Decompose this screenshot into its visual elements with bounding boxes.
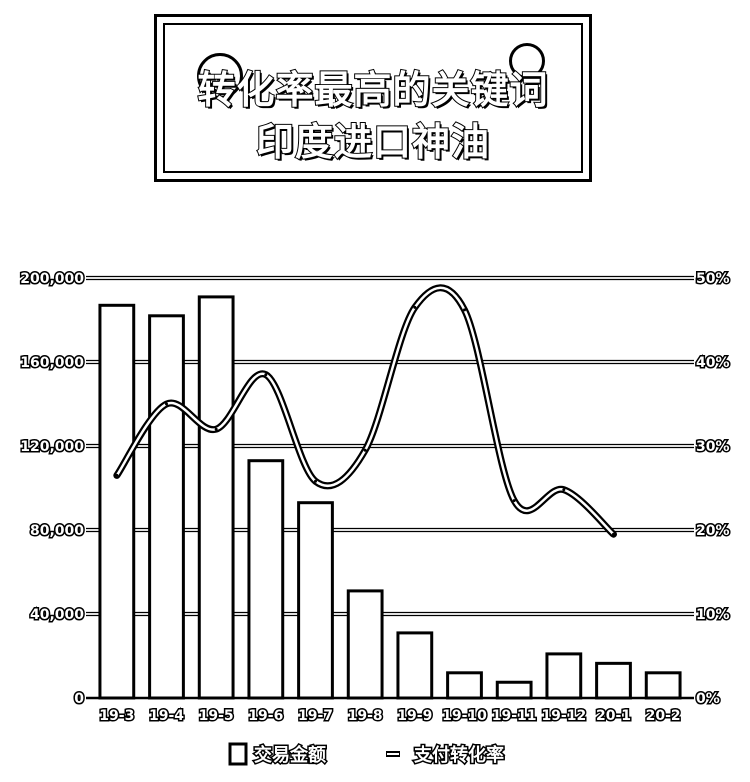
bar [644,671,682,700]
line-series-path [115,286,615,536]
title-decoration-circle [509,43,545,79]
bar [148,314,185,700]
title-box: 转化率最高的关键词 印度进口神油 [154,14,592,182]
x-tick-label: 19-8 [348,708,383,724]
x-tick-label: 19-5 [199,708,234,724]
chart-subtitle: 印度进口神油 [255,119,490,165]
bar [98,303,136,700]
line-series [113,284,617,538]
tick-labels: 0 40,000 80,000 120,000 160,000 200,000 0% 10% 2… [19,270,731,726]
y-left-tick-label: 120,000 [20,439,84,455]
line-outline [113,284,617,538]
bar [545,652,583,700]
x-tick-label: 19-3 [99,708,134,724]
x-tick-label: 19-12 [541,708,586,724]
y-left-tick-label: 160,000 [20,355,84,371]
line-point [612,532,615,536]
line-point [413,305,417,309]
y-right-tick-label: 40% [696,355,730,371]
x-tick-label: 19-11 [492,708,537,724]
line-point [314,479,317,483]
bar-series [98,295,682,700]
line-point [264,373,268,377]
y-left-tick-label: 0 [74,691,84,707]
line-point [512,499,516,503]
x-tick-label: 20-2 [646,708,681,724]
legend-swatch-bar [228,742,248,766]
line-point [463,308,466,312]
bar [595,661,632,700]
y-left-tick-label: 200,000 [20,271,84,287]
line-point [214,427,218,431]
y-left-tick-label: 40,000 [30,607,84,623]
y-right-tick-label: 0% [696,691,720,707]
chart-title: 转化率最高的关键词 [196,67,549,113]
title-box-inner-border [163,23,583,173]
x-tick-label: 19-9 [397,708,432,724]
legend-label: 交易金额 [254,744,326,766]
y-left-tick-label: 80,000 [30,523,84,539]
bar [446,671,483,700]
y-right-tick-label: 50% [696,271,730,287]
y-right-tick-label: 20% [696,523,730,539]
x-tick-label: 20-1 [596,708,631,724]
x-tick-label: 19-7 [298,708,333,724]
bar [396,631,434,700]
bar [247,459,285,700]
x-tick-label: 19-10 [442,708,487,724]
bar [495,680,533,700]
y-right-tick-label: 10% [696,607,730,623]
grid-lines [86,275,694,617]
line-point [363,448,367,452]
y-right-tick-label: 30% [696,439,730,455]
line-point [562,488,566,492]
bar [297,501,334,700]
line-point [115,473,119,477]
bar [197,295,235,700]
title-decoration-circle [197,53,243,99]
bar [346,589,384,700]
x-tick-label: 19-6 [248,708,283,724]
x-tick-label: 19-4 [149,708,184,724]
legend: 交易金额 支付转化率 [228,742,506,768]
legend-label: 支付转化率 [413,744,504,766]
line-point [165,402,168,406]
